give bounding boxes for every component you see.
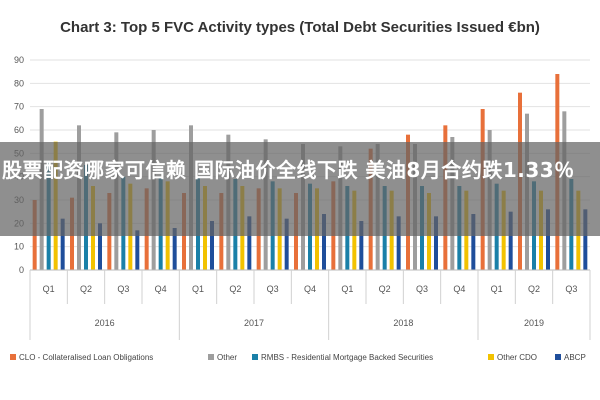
x-tick-label: Q1 [491,284,503,294]
x-tick-label: Q4 [453,284,465,294]
y-tick-label: 70 [14,102,24,112]
legend-label: CLO - Collateralised Loan Obligations [19,353,153,362]
x-tick-label: Q2 [229,284,241,294]
bar [583,209,588,270]
bar [172,228,177,270]
year-label: 2019 [524,318,544,328]
legend-swatch [10,354,16,360]
year-label: 2018 [393,318,413,328]
bar [98,223,102,270]
x-tick-label: Q3 [117,284,129,294]
overlay-banner: 股票配资哪家可信赖 国际油价全线下跌 美油8月合约跌1.33％ [0,142,600,236]
x-tick-label: Q2 [379,284,391,294]
bar [322,214,326,270]
x-tick-label: Q2 [80,284,92,294]
bar [434,216,438,270]
y-tick-label: 60 [14,125,24,135]
bar [359,221,364,270]
bar [247,216,252,270]
legend-swatch [252,354,258,360]
bar [284,218,289,270]
x-tick-label: Q3 [267,284,279,294]
y-tick-label: 10 [14,242,24,252]
year-label: 2016 [95,318,115,328]
x-axis: Q1 Q2 Q3 Q4 Q1 Q2 Q3 Q4 Q1 Q2 Q3 Q4 Q1 Q2 Q3 2016 2017 20… [29,269,591,340]
legend-label: RMBS - Residential Mortgage Backed Secur… [261,353,433,362]
bar [60,218,65,270]
x-tick-label: Q4 [155,284,167,294]
x-tick-label: Q3 [565,284,577,294]
year-label: 2017 [244,318,264,328]
chart-title: Chart 3: Top 5 FVC Activity types (Total… [60,19,540,36]
bar [135,230,140,270]
y-tick-label: 80 [14,78,24,88]
x-tick-label: Q2 [528,284,540,294]
y-tick-label: 0 [19,265,24,275]
x-tick-label: Q3 [416,284,428,294]
legend-label: Other [217,353,237,362]
x-tick-label: Q1 [192,284,204,294]
legend-label: Other CDO [497,353,537,362]
bar [471,214,476,270]
legend-swatch [208,354,214,360]
legend-swatch [488,354,494,360]
legend-label: ABCP [564,353,586,362]
x-tick-label: Q1 [43,284,55,294]
x-tick-label: Q4 [304,284,316,294]
y-tick-label: 90 [14,55,24,65]
bar [210,221,214,270]
bar [546,209,550,270]
legend-swatch [555,354,561,360]
x-tick-label: Q1 [341,284,353,294]
bar [396,216,401,270]
bar [508,211,513,270]
legend: CLO - Collateralised Loan Obligations Oth… [10,353,586,362]
